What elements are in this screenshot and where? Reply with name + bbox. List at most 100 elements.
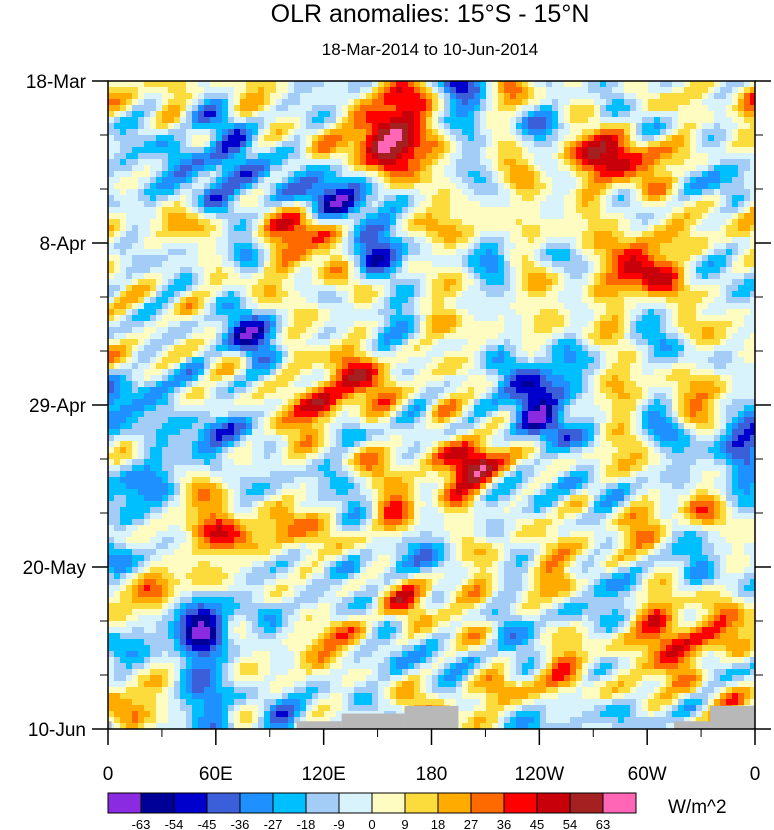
anomaly-cell (372, 291, 379, 298)
anomaly-cell (606, 261, 613, 268)
anomaly-cell (108, 141, 115, 148)
anomaly-cell (264, 195, 271, 202)
anomaly-cell (474, 327, 481, 334)
anomaly-cell (690, 267, 697, 274)
anomaly-cell (126, 291, 133, 298)
anomaly-cell (348, 123, 355, 130)
anomaly-cell (216, 111, 223, 118)
anomaly-cell (210, 123, 217, 130)
anomaly-cell (252, 99, 259, 106)
anomaly-cell (186, 195, 193, 202)
anomaly-cell (438, 297, 445, 304)
anomaly-cell (384, 147, 391, 154)
anomaly-cell (678, 279, 685, 286)
anomaly-cell (150, 87, 157, 94)
anomaly-cell (240, 183, 247, 190)
anomaly-cell (174, 183, 181, 190)
anomaly-cell (684, 273, 691, 280)
anomaly-cell (510, 183, 517, 190)
anomaly-cell (576, 165, 583, 172)
anomaly-cell (396, 141, 403, 148)
anomaly-cell (132, 117, 139, 124)
anomaly-cell (426, 195, 433, 202)
anomaly-cell (492, 195, 499, 202)
anomaly-cell (258, 261, 265, 268)
anomaly-cell (438, 255, 445, 262)
anomaly-cell (324, 201, 331, 208)
anomaly-cell (660, 201, 667, 208)
anomaly-cell (402, 189, 409, 196)
anomaly-cell (648, 225, 655, 232)
anomaly-cell (540, 339, 547, 346)
anomaly-cell (534, 225, 541, 232)
anomaly-cell (576, 183, 583, 190)
anomaly-cell (570, 237, 577, 244)
anomaly-cell (378, 123, 385, 130)
anomaly-cell (144, 93, 151, 100)
anomaly-cell (108, 261, 115, 268)
anomaly-cell (462, 135, 469, 142)
anomaly-cell (294, 147, 301, 154)
anomaly-cell (522, 273, 529, 280)
anomaly-cell (150, 159, 157, 166)
anomaly-cell (276, 231, 283, 238)
anomaly-cell (396, 177, 403, 184)
anomaly-cell (630, 81, 637, 88)
anomaly-cell (468, 321, 475, 328)
anomaly-cell (216, 195, 223, 202)
anomaly-cell (396, 327, 403, 334)
anomaly-cell (246, 255, 253, 262)
anomaly-cell (480, 81, 487, 88)
anomaly-cell (660, 303, 667, 310)
anomaly-cell (396, 93, 403, 100)
anomaly-cell (294, 291, 301, 298)
anomaly-cell (366, 333, 373, 340)
anomaly-cell (336, 279, 343, 286)
anomaly-cell (636, 261, 643, 268)
anomaly-cell (276, 339, 283, 346)
anomaly-cell (702, 105, 709, 112)
anomaly-cell (534, 291, 541, 298)
anomaly-cell (258, 159, 265, 166)
anomaly-cell (498, 177, 505, 184)
anomaly-cell (438, 327, 445, 334)
anomaly-cell (708, 99, 715, 106)
anomaly-cell (156, 99, 163, 106)
anomaly-cell (744, 171, 751, 178)
anomaly-cell (696, 117, 703, 124)
anomaly-cell (138, 351, 145, 358)
anomaly-cell (294, 255, 301, 262)
anomaly-cell (510, 351, 517, 358)
anomaly-cell (288, 351, 295, 358)
anomaly-cell (738, 201, 745, 208)
anomaly-cell (426, 291, 433, 298)
anomaly-cell (546, 345, 553, 352)
anomaly-cell (168, 231, 175, 238)
anomaly-cell (516, 93, 523, 100)
anomaly-cell (354, 123, 361, 130)
anomaly-cell (210, 267, 217, 274)
anomaly-cell (348, 321, 355, 328)
anomaly-cell (744, 345, 751, 352)
anomaly-cell (612, 189, 619, 196)
anomaly-cell (480, 339, 487, 346)
anomaly-cell (564, 123, 571, 130)
anomaly-cell (540, 219, 547, 226)
anomaly-cell (330, 333, 337, 340)
anomaly-cell (540, 207, 547, 214)
anomaly-cell (132, 285, 139, 292)
anomaly-cell (264, 99, 271, 106)
anomaly-cell (510, 219, 517, 226)
anomaly-cell (528, 273, 535, 280)
anomaly-cell (318, 81, 325, 88)
anomaly-cell (456, 129, 463, 136)
anomaly-cell (216, 183, 223, 190)
anomaly-cell (132, 279, 139, 286)
anomaly-cell (624, 243, 631, 250)
anomaly-cell (186, 297, 193, 304)
anomaly-cell (564, 249, 571, 256)
anomaly-cell (336, 297, 343, 304)
anomaly-cell (576, 267, 583, 274)
anomaly-cell (522, 351, 529, 358)
anomaly-cell (108, 225, 115, 232)
